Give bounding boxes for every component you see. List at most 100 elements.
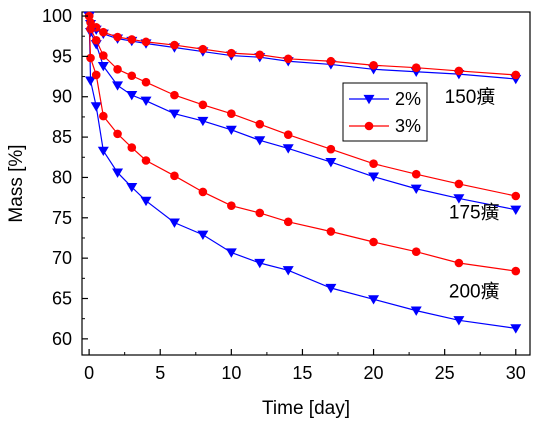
circle-marker [198, 187, 208, 197]
circle-marker [198, 44, 208, 54]
circle-marker [227, 201, 236, 210]
circle-marker [127, 35, 137, 44]
circle-marker [454, 179, 464, 189]
triangle-down-marker [254, 258, 266, 269]
circle-marker [141, 37, 151, 47]
circle-marker [369, 60, 378, 70]
x-tick-label: 15 [292, 363, 312, 383]
triangle-down-marker [126, 183, 138, 193]
triangle-down-marker [325, 157, 337, 168]
triangle-down-marker [325, 283, 337, 294]
circle-marker [84, 11, 94, 21]
triangle-down-marker [254, 136, 266, 146]
triangle-down-marker [282, 144, 294, 154]
circle-marker [99, 27, 108, 37]
triangle-down-marker [363, 94, 375, 105]
circle-marker [283, 54, 293, 64]
temperature-annotation: 175癀 [449, 202, 500, 224]
circle-marker [170, 171, 179, 181]
series-150-3pct [84, 11, 521, 80]
triangle-down-marker [510, 324, 522, 334]
legend-item: 2% [349, 89, 421, 109]
x-tick-label: 30 [506, 363, 526, 383]
y-tick-label: 75 [52, 208, 72, 228]
triangle-down-marker [85, 76, 97, 86]
circle-marker [170, 40, 179, 50]
circle-marker [411, 63, 421, 72]
circle-marker [141, 156, 151, 165]
circle-marker [91, 35, 101, 45]
circle-marker [326, 144, 336, 154]
triangle-down-marker [410, 184, 422, 194]
circle-marker [511, 70, 521, 80]
triangle-down-marker [510, 205, 522, 215]
circle-marker [113, 129, 122, 139]
circle-marker [141, 77, 151, 87]
x-tick-label: 20 [364, 363, 384, 383]
circle-marker [86, 18, 95, 27]
triangle-down-marker [197, 116, 209, 127]
plot-frame [81, 11, 531, 356]
circle-marker [113, 65, 122, 74]
series-200-3pct [84, 11, 521, 276]
x-tick-label: 25 [435, 363, 455, 383]
triangle-down-marker [168, 109, 180, 119]
legend-label: 2% [395, 89, 421, 109]
circle-marker [113, 32, 122, 42]
circle-marker [255, 208, 265, 218]
triangle-down-marker [112, 168, 124, 178]
triangle-down-marker [168, 218, 180, 228]
circle-marker [86, 24, 95, 34]
triangle-down-marker [368, 295, 380, 305]
triangle-down-marker [112, 81, 124, 91]
triangle-down-marker [126, 91, 138, 101]
circle-marker [198, 100, 208, 110]
circle-marker [255, 50, 265, 60]
triangle-down-marker [140, 96, 152, 107]
legend: 2%3% [342, 82, 428, 142]
x-tick-label: 0 [84, 363, 94, 383]
triangle-down-marker [97, 61, 109, 72]
y-tick-label: 100 [42, 6, 72, 26]
circle-marker [227, 109, 236, 118]
circle-marker [511, 266, 521, 276]
series-line [88, 15, 516, 76]
legend-item: 3% [349, 116, 421, 136]
triangle-down-marker [90, 102, 102, 112]
circle-marker [369, 159, 378, 169]
circle-marker [283, 217, 293, 227]
circle-marker [99, 51, 108, 60]
circle-marker [99, 111, 108, 121]
circle-marker [326, 227, 336, 236]
legend-box [342, 82, 428, 142]
circle-marker [454, 258, 464, 268]
axes-layer: 0 5 10 15 20 25 30 60 65 70 75 80 85 90 95 100 [42, 6, 526, 383]
triangle-down-marker [225, 248, 237, 258]
series-line [88, 15, 516, 80]
x-tick-label: 5 [155, 363, 165, 383]
annotations-layer: 150癀 175癀 200癀 [445, 86, 500, 303]
triangle-down-marker [140, 196, 152, 207]
triangle-down-marker [97, 146, 109, 157]
circle-marker [369, 237, 378, 247]
temperature-annotation: 150癀 [445, 86, 496, 108]
y-tick-label: 65 [52, 289, 72, 309]
series-200-2pct [83, 11, 522, 334]
circle-marker [227, 48, 236, 58]
y-tick-label: 80 [52, 167, 72, 187]
triangle-down-marker [453, 316, 465, 326]
triangle-down-marker [453, 194, 465, 204]
circle-marker [255, 119, 265, 129]
y-tick-label: 90 [52, 87, 72, 107]
triangle-down-marker [197, 230, 209, 240]
legend-label: 3% [395, 116, 421, 136]
y-tick-label: 60 [52, 329, 72, 349]
y-tick-label: 85 [52, 127, 72, 147]
circle-marker [326, 56, 336, 66]
circle-marker [411, 247, 421, 256]
circle-marker [86, 53, 95, 63]
circle-marker [91, 70, 101, 80]
triangle-down-marker [282, 266, 294, 276]
temperature-annotation: 200癀 [449, 281, 500, 303]
